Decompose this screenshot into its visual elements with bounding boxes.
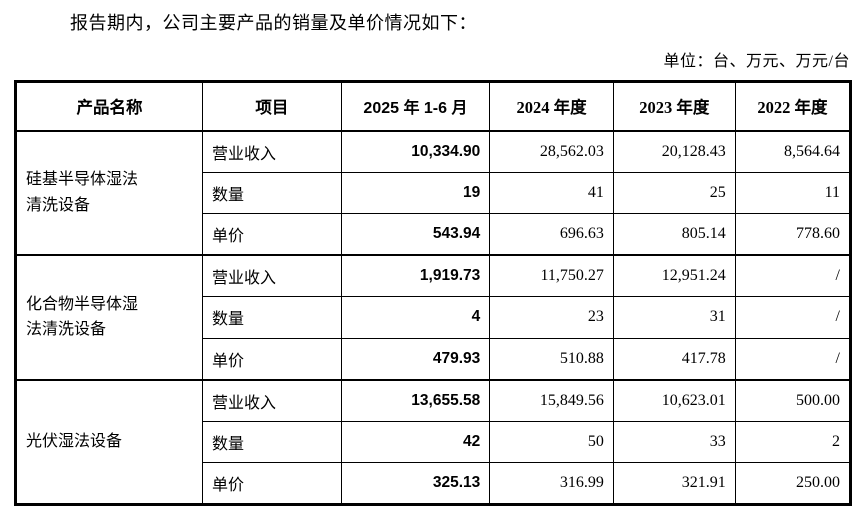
row-label: 营业收入: [202, 254, 342, 297]
value-cell: 41: [489, 171, 614, 214]
col-header-2023: 2023 年度: [612, 81, 736, 132]
section-silicon-semiconductor: 硅基半导体湿法 清洗设备 营业收入 10,334.90 28,562.03 20…: [14, 129, 852, 256]
value-cell: 10,334.90: [340, 129, 491, 173]
value-cell: 11: [734, 171, 852, 214]
value-cell: /: [734, 254, 852, 297]
row-label: 数量: [202, 296, 342, 339]
value-cell: 510.88: [489, 337, 614, 380]
table-row: 单价 479.93 510.88 417.78 /: [16, 337, 852, 380]
intro-text: 报告期内，公司主要产品的销量及单价情况如下：: [70, 13, 477, 33]
value-cell: 25: [612, 171, 736, 214]
value-cell: 8,564.64: [734, 129, 852, 173]
value-cell: 2: [734, 420, 852, 463]
value-cell: 778.60: [734, 213, 852, 256]
product-name-cell: 硅基半导体湿法 清洗设备: [14, 129, 204, 256]
col-header-2024: 2024 年度: [489, 81, 614, 132]
value-cell: 316.99: [489, 462, 614, 505]
row-label: 单价: [202, 213, 342, 256]
table-row: 化合物半导体湿 法清洗设备 营业收入 1,919.73 11,750.27 12…: [14, 254, 852, 380]
value-cell: 50: [489, 420, 614, 463]
table-row: 光伏湿法设备 营业收入 13,655.58 15,849.56 10,623.0…: [14, 378, 852, 505]
value-cell: 4: [340, 296, 491, 339]
col-header-2022: 2022 年度: [734, 81, 852, 132]
value-cell: 31: [612, 296, 736, 339]
value-cell: 10,623.01: [612, 378, 736, 422]
value-cell: 321.91: [612, 462, 736, 505]
header-row: 产品名称 项目 2025 年 1-6 月 2024 年度 2023 年度 202…: [14, 81, 852, 132]
value-cell: /: [734, 296, 852, 339]
col-header-item: 项目: [202, 81, 342, 132]
value-cell: 12,951.24: [612, 254, 736, 297]
table-row: 数量 19 41 25 11: [16, 171, 852, 214]
value-cell: 11,750.27: [489, 254, 614, 297]
value-cell: 805.14: [612, 213, 736, 256]
row-label: 营业收入: [202, 129, 342, 173]
value-cell: 1,919.73: [340, 254, 491, 297]
table-row: 单价 325.13 316.99 321.91 250.00: [16, 462, 852, 505]
col-header-product-name: 产品名称: [14, 81, 204, 132]
row-label: 数量: [202, 420, 342, 463]
value-cell: /: [734, 337, 852, 380]
value-cell: 15,849.56: [489, 378, 614, 422]
value-cell: 28,562.03: [489, 129, 614, 173]
value-cell: 325.13: [340, 462, 491, 505]
value-cell: 543.94: [340, 213, 491, 256]
value-cell: 696.63: [489, 213, 614, 256]
value-cell: 23: [489, 296, 614, 339]
table-row: 单价 543.94 696.63 805.14 778.60: [16, 213, 852, 256]
section-compound-semiconductor: 化合物半导体湿 法清洗设备 营业收入 1,919.73 11,750.27 12…: [14, 254, 852, 380]
col-header-2025h1: 2025 年 1-6 月: [340, 81, 491, 132]
unit-note: 单位：台、万元、万元/台: [663, 53, 850, 70]
row-label: 数量: [202, 171, 342, 214]
value-cell: 417.78: [612, 337, 736, 380]
value-cell: 19: [340, 171, 491, 214]
value-cell: 500.00: [734, 378, 852, 422]
table-row: 硅基半导体湿法 清洗设备 营业收入 10,334.90 28,562.03 20…: [14, 129, 852, 256]
section-photovoltaic: 光伏湿法设备 营业收入 13,655.58 15,849.56 10,623.0…: [14, 378, 852, 505]
table-header: 产品名称 项目 2025 年 1-6 月 2024 年度 2023 年度 202…: [14, 81, 852, 132]
value-cell: 250.00: [734, 462, 852, 505]
value-cell: 13,655.58: [340, 378, 491, 422]
value-cell: 479.93: [340, 337, 491, 380]
value-cell: 33: [612, 420, 736, 463]
row-label: 单价: [202, 337, 342, 380]
row-label: 营业收入: [202, 378, 342, 422]
value-cell: 20,128.43: [612, 129, 736, 173]
product-name-cell: 化合物半导体湿 法清洗设备: [14, 254, 204, 380]
row-label: 单价: [202, 462, 342, 505]
value-cell: 42: [340, 420, 491, 463]
products-table: 产品名称 项目 2025 年 1-6 月 2024 年度 2023 年度 202…: [14, 80, 852, 506]
product-name-cell: 光伏湿法设备: [14, 378, 204, 505]
